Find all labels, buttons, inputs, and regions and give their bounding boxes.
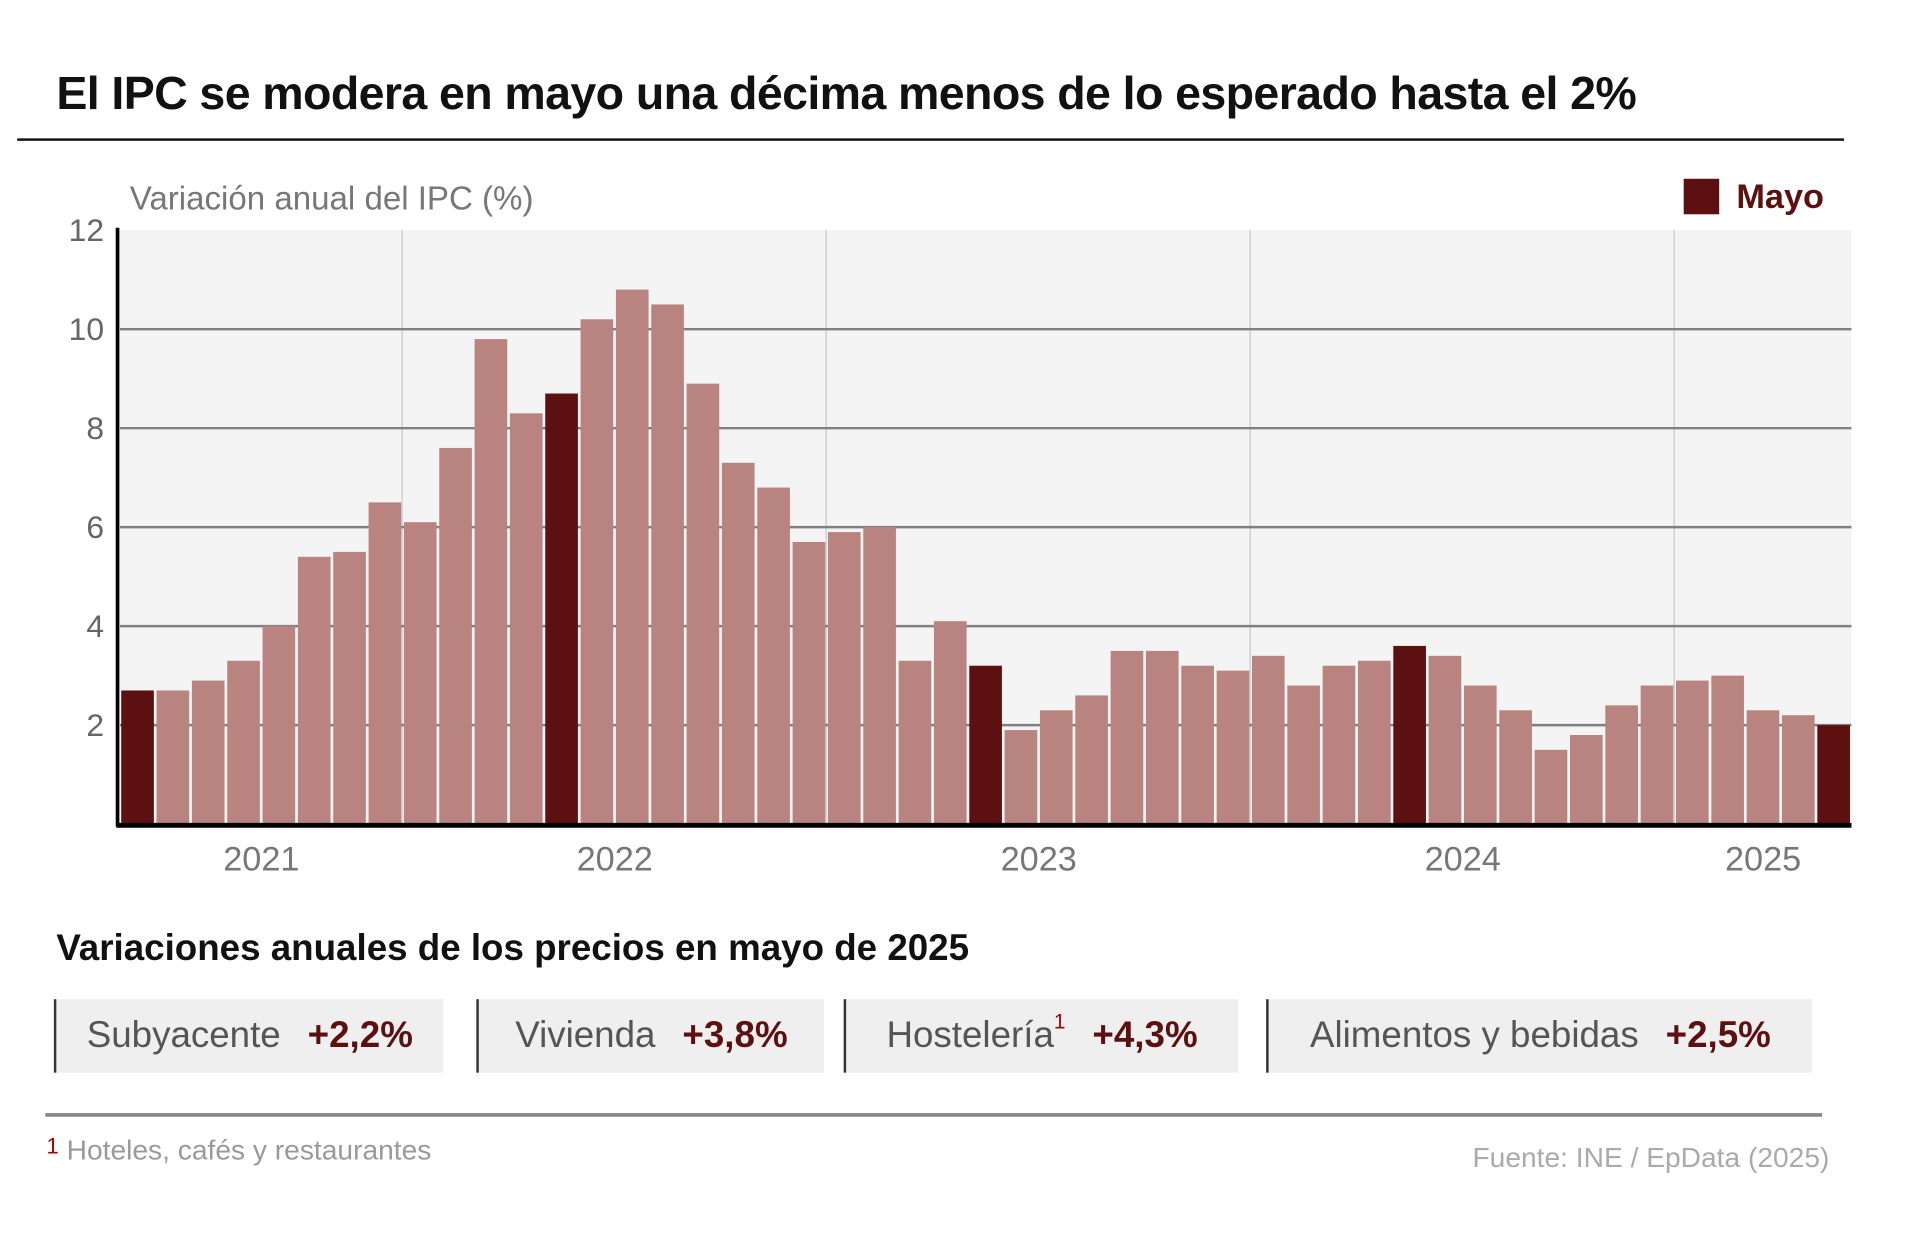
stat-label: Hostelería1 [886,1010,1065,1057]
footnote-mark: 1 [1053,1010,1066,1034]
bar [262,626,296,825]
bar [368,502,402,825]
bar [1287,685,1320,825]
bar [615,289,649,825]
bar [1605,705,1638,825]
stat-box-hosteleria: Hostelería1 +4,3% [843,999,1238,1073]
legend-swatch [1683,178,1720,215]
bar-chart: 2 4 6 8 10 12 2021 2022 2023 2024 2025 [69,212,1852,879]
bar [1428,655,1462,825]
bar [439,447,472,825]
bar [1711,675,1744,825]
bar-mayo [1393,645,1426,825]
y-tick-label: 4 [86,608,104,644]
bar [580,319,614,825]
bar [191,680,225,825]
chart-title: El IPC se modera en mayo una décima meno… [56,68,1637,121]
y-tick-label: 12 [69,212,104,248]
x-tick-label: 2023 [1001,841,1077,879]
y-tick-label: 2 [86,707,104,743]
bar [1110,650,1144,825]
y-tick-label: 8 [86,410,104,446]
bar-mayo [1817,725,1850,825]
stat-label: Vivienda [515,1015,656,1056]
x-tick-label: 2025 [1725,841,1801,879]
bar [156,690,190,825]
y-axis-label: Variación anual del IPC (%) [129,180,534,217]
bar [651,304,684,825]
stat-value: +2,2% [307,1015,413,1056]
bar [863,527,896,825]
bar [1746,710,1780,825]
bar [721,462,755,825]
bar [474,339,508,825]
bar [1039,710,1073,825]
stat-value: +2,5% [1665,1015,1771,1056]
bar [1463,685,1497,825]
footnote: 1 Hoteles, cafés y restaurantes [47,1134,432,1167]
bar [686,383,720,825]
bar [933,621,967,825]
bar [757,487,790,825]
bar [1569,735,1603,825]
bar [827,532,861,825]
bar [403,522,437,825]
bar [1675,680,1709,825]
legend-label: Mayo [1736,177,1824,216]
bar [1216,670,1250,825]
bar [1357,660,1391,825]
footnote-mark: 1 [46,1133,59,1159]
bar [333,551,366,825]
bar [1781,715,1815,825]
x-tick-label: 2024 [1425,841,1501,879]
bar-mayo [121,690,154,825]
bar-mayo [545,393,578,825]
stat-label: Subyacente [86,1015,281,1056]
y-tick-label: 10 [69,311,104,347]
stat-box-alimentos: Alimentos y bebidas +2,5% [1266,999,1813,1073]
bar [1534,749,1568,825]
bar [1075,695,1108,825]
bar [227,660,260,825]
bar [1181,665,1214,825]
bar [1145,650,1179,825]
bar-mayo [969,665,1002,825]
source: Fuente: INE / EpData (2025) [1472,1141,1830,1174]
footnote-text: Hoteles, cafés y restaurantes [66,1133,432,1166]
stat-label-text: Hostelería [886,1015,1054,1056]
title-divider [17,138,1845,141]
footer-divider [45,1113,1823,1117]
stat-label: Alimentos y bebidas [1309,1015,1639,1056]
x-tick-label: 2022 [577,841,653,879]
bar [792,541,826,825]
bar [509,413,543,825]
section-title: Variaciones anuales de los precios en ma… [56,928,970,969]
bar [1322,665,1356,825]
stat-box-subyacente: Subyacente +2,2% [53,999,444,1073]
x-tick-label: 2021 [223,841,299,879]
stat-value: +4,3% [1092,1015,1198,1056]
bar [1251,655,1285,825]
bar [898,660,932,825]
bar [1499,710,1532,825]
y-tick-label: 6 [86,509,104,545]
stat-value: +3,8% [682,1015,788,1056]
bar [1004,730,1038,825]
bar [297,556,331,825]
bar [1640,685,1674,825]
stat-box-vivienda: Vivienda +3,8% [476,999,825,1073]
